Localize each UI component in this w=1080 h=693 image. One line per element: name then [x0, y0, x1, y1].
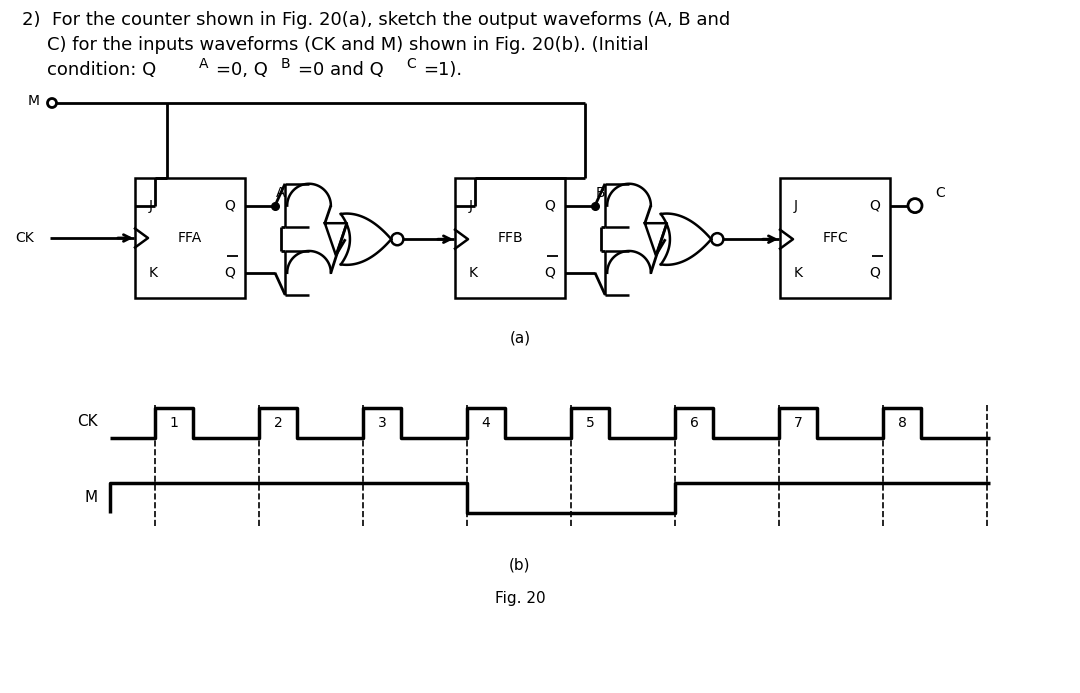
Text: C) for the inputs waveforms (CK and M) shown in Fig. 20(b). (Initial: C) for the inputs waveforms (CK and M) s…: [48, 36, 649, 54]
Text: C: C: [935, 186, 945, 200]
Text: (b): (b): [510, 557, 530, 572]
Text: B: B: [596, 186, 606, 200]
Text: M: M: [28, 94, 40, 108]
Text: 3: 3: [378, 416, 387, 430]
Text: condition: Q: condition: Q: [48, 61, 157, 79]
Text: 7: 7: [794, 416, 802, 430]
Text: B: B: [281, 57, 291, 71]
Text: =0 and Q: =0 and Q: [298, 61, 383, 79]
Text: M: M: [85, 489, 98, 505]
Text: 6: 6: [689, 416, 699, 430]
Text: =0, Q: =0, Q: [216, 61, 268, 79]
Text: J: J: [469, 199, 473, 213]
Text: Q: Q: [869, 266, 880, 280]
Text: J: J: [794, 199, 798, 213]
Text: Q: Q: [544, 199, 555, 213]
Text: K: K: [794, 266, 804, 280]
Text: =1).: =1).: [423, 61, 462, 79]
Text: FFC: FFC: [822, 231, 848, 245]
Bar: [780, 178, 890, 298]
Text: Q: Q: [869, 199, 880, 213]
Text: Q: Q: [225, 199, 235, 213]
Text: CK: CK: [78, 414, 98, 430]
Text: 4: 4: [482, 416, 490, 430]
Text: A: A: [199, 57, 208, 71]
Text: K: K: [149, 266, 158, 280]
Text: Q: Q: [544, 266, 555, 280]
Text: Q: Q: [225, 266, 235, 280]
Text: 2: 2: [273, 416, 282, 430]
Text: Fig. 20: Fig. 20: [495, 590, 545, 606]
Text: 1: 1: [170, 416, 178, 430]
Bar: [135, 178, 245, 298]
Bar: [455, 178, 565, 298]
Text: FFA: FFA: [178, 231, 202, 245]
Text: J: J: [149, 199, 153, 213]
Text: (a): (a): [510, 331, 530, 346]
Text: 8: 8: [897, 416, 906, 430]
Text: 5: 5: [585, 416, 594, 430]
Text: 2)  For the counter shown in Fig. 20(a), sketch the output waveforms (A, B and: 2) For the counter shown in Fig. 20(a), …: [22, 11, 730, 29]
Text: K: K: [469, 266, 478, 280]
Text: FFB: FFB: [497, 231, 523, 245]
Text: CK: CK: [15, 231, 33, 245]
Text: C: C: [406, 57, 416, 71]
Text: A: A: [276, 186, 285, 200]
